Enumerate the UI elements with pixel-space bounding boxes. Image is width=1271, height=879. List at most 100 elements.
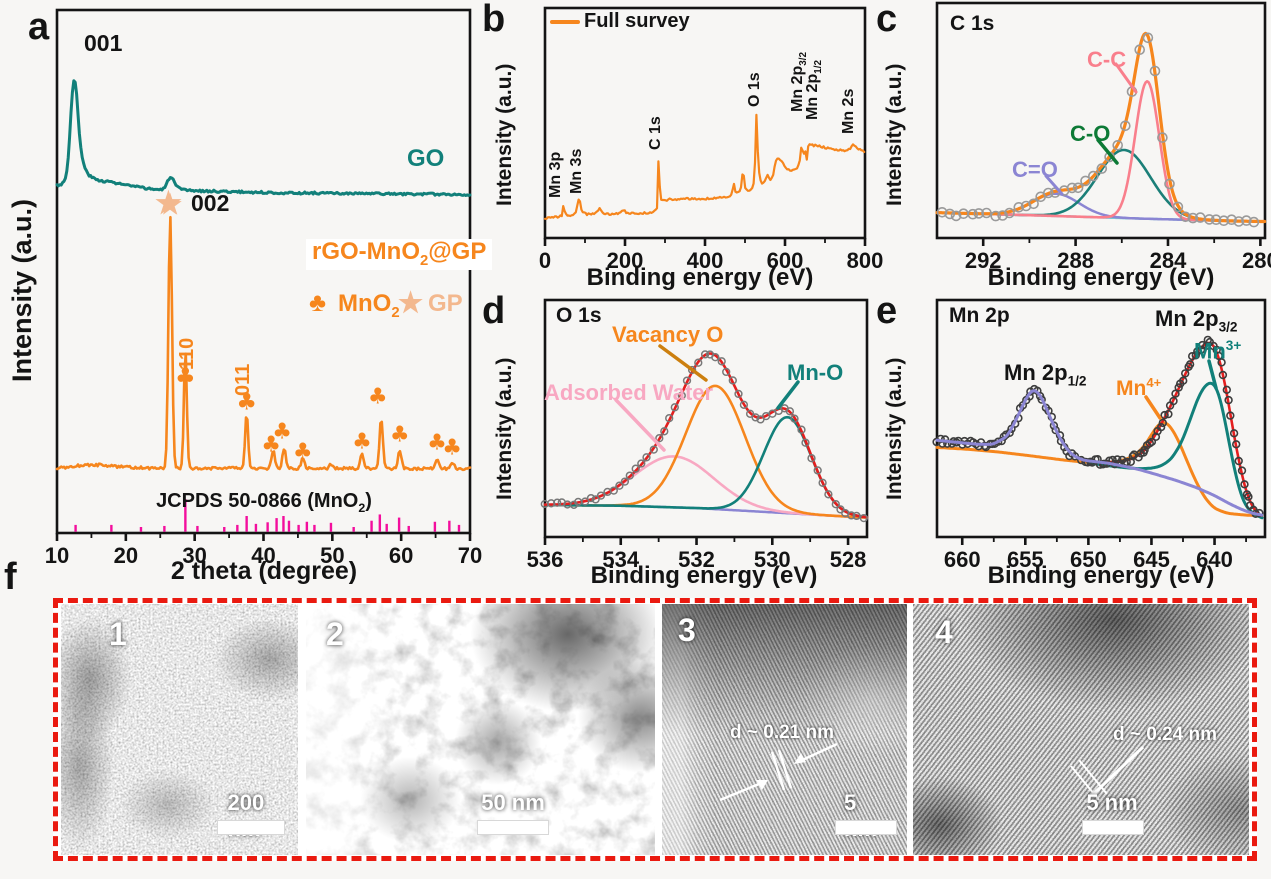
data-point — [670, 403, 679, 412]
tem-shading — [913, 604, 1249, 855]
scale-bar — [1082, 820, 1144, 835]
chart-panel-b: 0 200 400 600 800 — [539, 6, 884, 273]
p32-text: Mn 2p — [1155, 306, 1219, 331]
data-point — [973, 208, 985, 219]
mn2p32-peak-label: Mn 2p3/2 — [1155, 306, 1238, 335]
survey-mn2s-label: Mn 2s — [840, 88, 857, 134]
panel-e-y-axis-label: Intensity (a.u.) — [883, 357, 906, 500]
survey-o1s-label: O 1s — [746, 72, 763, 107]
data-point — [711, 353, 720, 362]
data-point — [547, 499, 556, 508]
survey-legend-label: Full survey — [584, 10, 690, 32]
panel-a-y-axis-label: Intensity (a.u.) — [7, 198, 37, 382]
scale-bar — [477, 820, 549, 835]
data-point — [1231, 440, 1241, 449]
xrd-peak-110-label: 110 — [176, 337, 198, 370]
svg-text:292: 292 — [965, 248, 1002, 273]
panel-a-x-axis-label: 2 theta (degree) — [170, 557, 358, 585]
data-point — [1240, 480, 1249, 489]
star-icon: ★ — [398, 287, 424, 318]
data-point — [1142, 32, 1154, 44]
data-point — [1028, 198, 1039, 210]
series-mn4fit — [935, 421, 1264, 518]
data-point — [1169, 396, 1178, 406]
data-point — [631, 464, 640, 473]
jcpds-sub: 2 — [358, 501, 366, 515]
data-point — [1229, 429, 1239, 438]
data-point — [1210, 214, 1222, 225]
svg-text:70: 70 — [458, 543, 482, 568]
data-point — [1180, 369, 1190, 378]
data-point — [649, 445, 658, 454]
legend-mno2-text: MnO — [338, 290, 392, 317]
data-point — [1187, 352, 1197, 361]
chart-panel-c: 292 288 284 280 — [935, 1, 1271, 273]
panel-e-x-axis-label: Binding energy (eV) — [987, 562, 1215, 589]
data-point — [620, 477, 630, 486]
tem-shading — [306, 604, 655, 855]
data-point — [734, 389, 743, 399]
data-point — [1013, 202, 1025, 213]
annotation-pointer-line — [1114, 62, 1138, 94]
data-point — [852, 511, 861, 521]
scale-bar — [217, 820, 285, 835]
star-icon: ★ — [155, 187, 182, 220]
svg-text:528: 528 — [830, 547, 867, 572]
xrd-peak-002-label: 002 — [191, 190, 230, 216]
tem-image-4: 4 d ~ 0.24 nm 5 nm — [913, 604, 1249, 855]
data-point — [1178, 376, 1188, 385]
data-point — [625, 471, 634, 480]
mn4-text: Mn — [1116, 377, 1147, 400]
co-component-label: C-O — [1070, 121, 1111, 146]
data-point — [824, 490, 833, 499]
data-point — [981, 207, 992, 219]
mn2p12-peak-label: Mn 2p1/2 — [1004, 361, 1087, 389]
data-point — [990, 210, 1002, 222]
data-point — [1203, 335, 1213, 345]
svg-text:40: 40 — [251, 543, 275, 568]
data-point — [1147, 437, 1157, 446]
data-point — [785, 407, 795, 416]
mn2p-panel-title: Mn 2p — [949, 304, 1010, 327]
data-point — [586, 493, 596, 503]
adsorbed-water-label: Adsorbed Water — [544, 380, 714, 405]
data-point — [790, 414, 799, 423]
data-point — [655, 434, 664, 443]
club-icon: ♣ — [309, 287, 327, 317]
jcpds-text: JCPDS 50-0866 (MnO — [156, 490, 359, 512]
data-point — [1218, 370, 1228, 380]
series-p12fit — [935, 389, 1264, 517]
jcpds-suffix: ) — [365, 490, 372, 512]
series-survey — [543, 113, 866, 220]
data-point — [1088, 170, 1099, 182]
club-marker-icon: ♣ — [352, 429, 372, 454]
data-point — [936, 207, 948, 218]
data-point — [609, 486, 618, 495]
data-point — [1226, 411, 1235, 420]
data-point — [1164, 178, 1175, 190]
club-marker-icon: ♣ — [368, 385, 388, 410]
panel-d-x-axis-label: Binding energy (eV) — [590, 562, 818, 589]
scale-bar — [835, 820, 897, 835]
data-point — [1237, 466, 1247, 475]
data-point — [1241, 215, 1252, 226]
svg-text:288: 288 — [1057, 248, 1094, 273]
sample-label-text: rGO-MnO — [312, 238, 420, 265]
data-point — [660, 427, 669, 436]
svg-text:645: 645 — [1133, 547, 1170, 572]
d-spacing-label: d ~ 0.24 nm — [1113, 724, 1218, 745]
ceo-component-label: C=O — [1012, 157, 1058, 182]
mn3-sup: 3+ — [1225, 338, 1242, 353]
legend-mno2-sub: 2 — [391, 304, 400, 321]
data-point — [1187, 212, 1199, 224]
panel-c-x-axis-label: Binding energy (eV) — [987, 264, 1215, 291]
svg-text:800: 800 — [847, 248, 884, 273]
data-point — [717, 357, 726, 366]
data-point — [1112, 140, 1123, 151]
panel-c-y-axis-label: Intensity (a.u.) — [883, 63, 906, 206]
data-point — [1196, 345, 1206, 354]
series-co — [935, 148, 1266, 223]
data-point — [847, 511, 856, 520]
svg-text:640: 640 — [1196, 547, 1233, 572]
